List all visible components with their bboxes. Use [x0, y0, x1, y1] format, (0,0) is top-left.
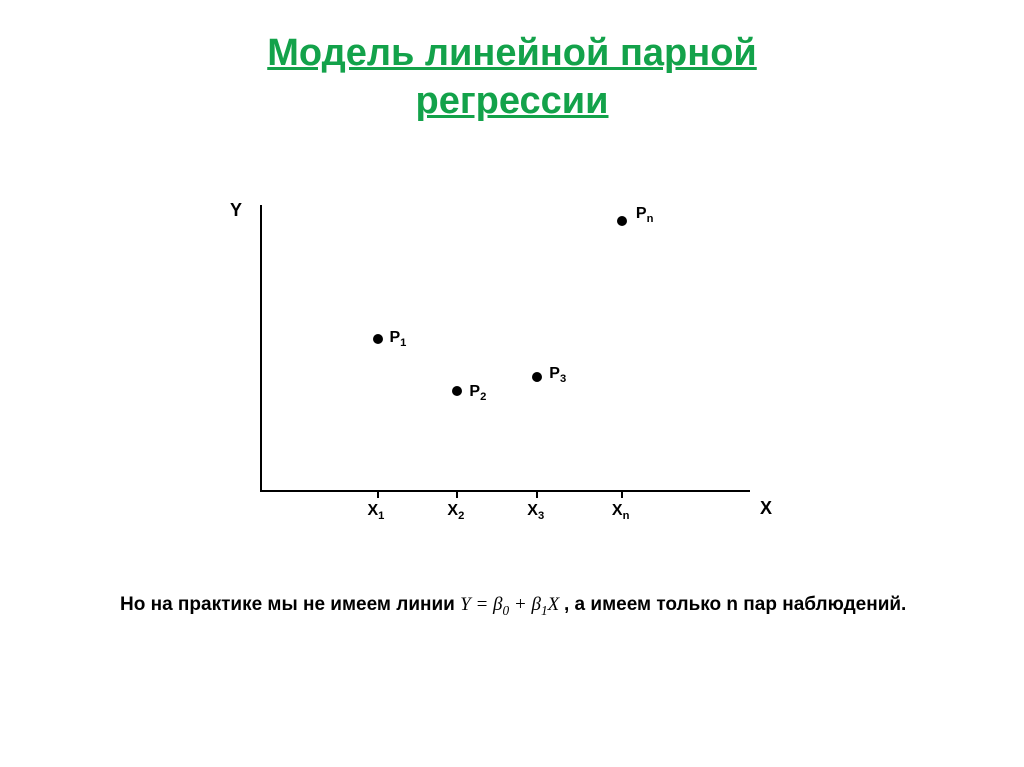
formula: Y = β0 + β1X — [460, 594, 564, 615]
y-axis — [260, 205, 262, 490]
caption-post: , а имеем только n пар наблюдений. — [564, 594, 906, 615]
scatter-point — [532, 372, 542, 382]
formula-beta1: β — [532, 594, 541, 615]
page-title: Модель линейной парной регрессии — [0, 0, 1024, 125]
scatter-point — [373, 334, 383, 344]
x-tick — [621, 490, 623, 498]
scatter-chart: Y X X1 X2 X3 Xn P1 P2 P3 Pn — [200, 195, 800, 535]
scatter-point-label: Pn — [636, 205, 654, 225]
x-axis — [260, 490, 750, 492]
formula-eq: = — [471, 594, 493, 615]
scatter-point-label: P1 — [390, 329, 407, 349]
x-tick-label: X2 — [447, 502, 464, 522]
title-line2: регрессии — [415, 80, 608, 122]
x-tick-label: Xn — [612, 502, 630, 522]
x-tick — [456, 490, 458, 498]
caption-text: Но на практике мы не имеем линии Y = β0 … — [120, 590, 910, 621]
formula-beta1-sub: 1 — [541, 603, 548, 618]
formula-y: Y — [460, 594, 471, 615]
formula-beta0: β — [493, 594, 502, 615]
scatter-point-label: P2 — [469, 383, 486, 403]
formula-x: X — [548, 594, 560, 615]
x-axis-label: X — [760, 498, 772, 519]
x-tick — [536, 490, 538, 498]
scatter-point — [617, 216, 627, 226]
formula-plus: + — [509, 594, 531, 615]
x-tick-label: X1 — [368, 502, 385, 522]
scatter-point-label: P3 — [549, 365, 566, 385]
y-axis-label: Y — [230, 200, 242, 221]
caption-pre: Но на практике мы не имеем линии — [120, 594, 460, 615]
title-line1: Модель линейной парной — [267, 32, 757, 74]
x-tick — [377, 490, 379, 498]
scatter-point — [452, 386, 462, 396]
x-tick-label: X3 — [527, 502, 544, 522]
